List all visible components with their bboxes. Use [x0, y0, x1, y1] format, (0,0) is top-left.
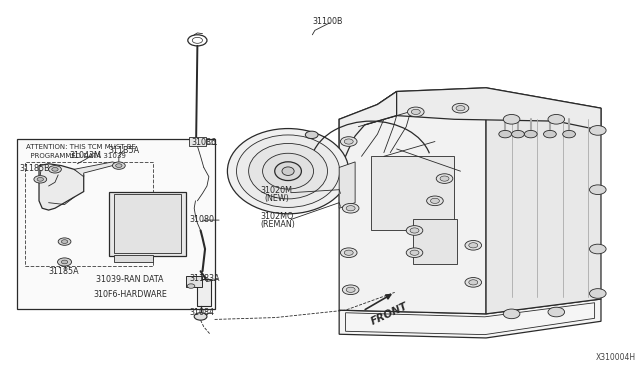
Bar: [196, 279, 211, 307]
Circle shape: [589, 126, 606, 135]
Ellipse shape: [248, 144, 328, 199]
Text: 31183A: 31183A: [189, 274, 220, 283]
Circle shape: [456, 106, 465, 111]
Circle shape: [342, 285, 359, 295]
Circle shape: [58, 258, 72, 266]
Circle shape: [410, 228, 419, 233]
Circle shape: [503, 309, 520, 319]
Bar: [413, 219, 458, 264]
Circle shape: [436, 174, 453, 183]
Circle shape: [61, 260, 68, 264]
Polygon shape: [339, 162, 355, 208]
Bar: [17, 138, 214, 309]
Circle shape: [116, 164, 122, 167]
Text: 31080: 31080: [189, 215, 214, 224]
Circle shape: [61, 240, 68, 243]
Circle shape: [344, 139, 353, 144]
Circle shape: [499, 131, 511, 138]
Polygon shape: [486, 88, 601, 314]
Bar: [115, 254, 153, 262]
Text: 3102MQ: 3102MQ: [260, 212, 293, 221]
Circle shape: [346, 206, 355, 211]
Circle shape: [465, 278, 481, 287]
Bar: [189, 137, 205, 146]
Text: 31185A: 31185A: [49, 267, 79, 276]
Bar: [371, 156, 454, 231]
Bar: [115, 194, 180, 253]
Circle shape: [305, 131, 318, 138]
Ellipse shape: [282, 167, 294, 176]
Circle shape: [340, 137, 357, 146]
Circle shape: [342, 203, 359, 213]
Circle shape: [589, 185, 606, 195]
Polygon shape: [74, 162, 119, 177]
Text: 31039-RAN DATA: 31039-RAN DATA: [97, 275, 164, 284]
Circle shape: [431, 198, 440, 203]
Circle shape: [194, 313, 207, 320]
Circle shape: [427, 196, 444, 206]
Text: 31100B: 31100B: [312, 17, 343, 26]
Ellipse shape: [227, 129, 349, 214]
Circle shape: [344, 250, 353, 255]
Circle shape: [406, 226, 423, 235]
Polygon shape: [365, 88, 601, 131]
Bar: [25, 162, 153, 266]
Circle shape: [340, 248, 357, 257]
Bar: [186, 276, 202, 287]
Text: 31086: 31086: [191, 138, 216, 147]
Text: X310004H: X310004H: [596, 353, 636, 362]
Circle shape: [412, 109, 420, 115]
Circle shape: [34, 176, 47, 183]
Circle shape: [49, 166, 61, 173]
Circle shape: [465, 240, 481, 250]
Circle shape: [52, 167, 58, 171]
Circle shape: [37, 177, 44, 181]
Circle shape: [563, 131, 575, 138]
Circle shape: [589, 244, 606, 254]
Text: 310F6-HARDWARE: 310F6-HARDWARE: [93, 290, 167, 299]
Polygon shape: [339, 88, 486, 314]
Circle shape: [468, 280, 477, 285]
Circle shape: [548, 307, 564, 317]
Ellipse shape: [237, 135, 340, 208]
Text: (REMAN): (REMAN): [260, 221, 295, 230]
Text: 31043M: 31043M: [70, 151, 102, 160]
Polygon shape: [39, 164, 84, 210]
Ellipse shape: [275, 162, 301, 180]
Circle shape: [410, 250, 419, 255]
Circle shape: [524, 131, 537, 138]
Bar: [109, 192, 186, 256]
Polygon shape: [339, 299, 601, 338]
Circle shape: [452, 103, 468, 113]
Text: FRONT: FRONT: [369, 301, 410, 327]
Circle shape: [503, 115, 520, 124]
Text: (NEW): (NEW): [264, 195, 289, 203]
Circle shape: [440, 176, 449, 181]
Circle shape: [468, 243, 477, 248]
Circle shape: [346, 287, 355, 292]
Circle shape: [408, 107, 424, 117]
Text: 31084: 31084: [189, 308, 214, 317]
Polygon shape: [339, 92, 397, 156]
Circle shape: [187, 284, 195, 288]
Text: 311B5A: 311B5A: [108, 145, 139, 154]
Circle shape: [406, 248, 423, 257]
Circle shape: [113, 162, 125, 169]
Circle shape: [511, 131, 524, 138]
Circle shape: [543, 131, 556, 138]
Circle shape: [58, 238, 71, 245]
Ellipse shape: [262, 153, 314, 189]
Circle shape: [589, 289, 606, 298]
Text: 31185B: 31185B: [20, 164, 51, 173]
Text: 31020M: 31020M: [260, 186, 292, 195]
Text: ATTENTION: THIS TCM MUST BE
  PROGRAMMED DATA 31039: ATTENTION: THIS TCM MUST BE PROGRAMMED D…: [26, 144, 136, 158]
Circle shape: [548, 115, 564, 124]
